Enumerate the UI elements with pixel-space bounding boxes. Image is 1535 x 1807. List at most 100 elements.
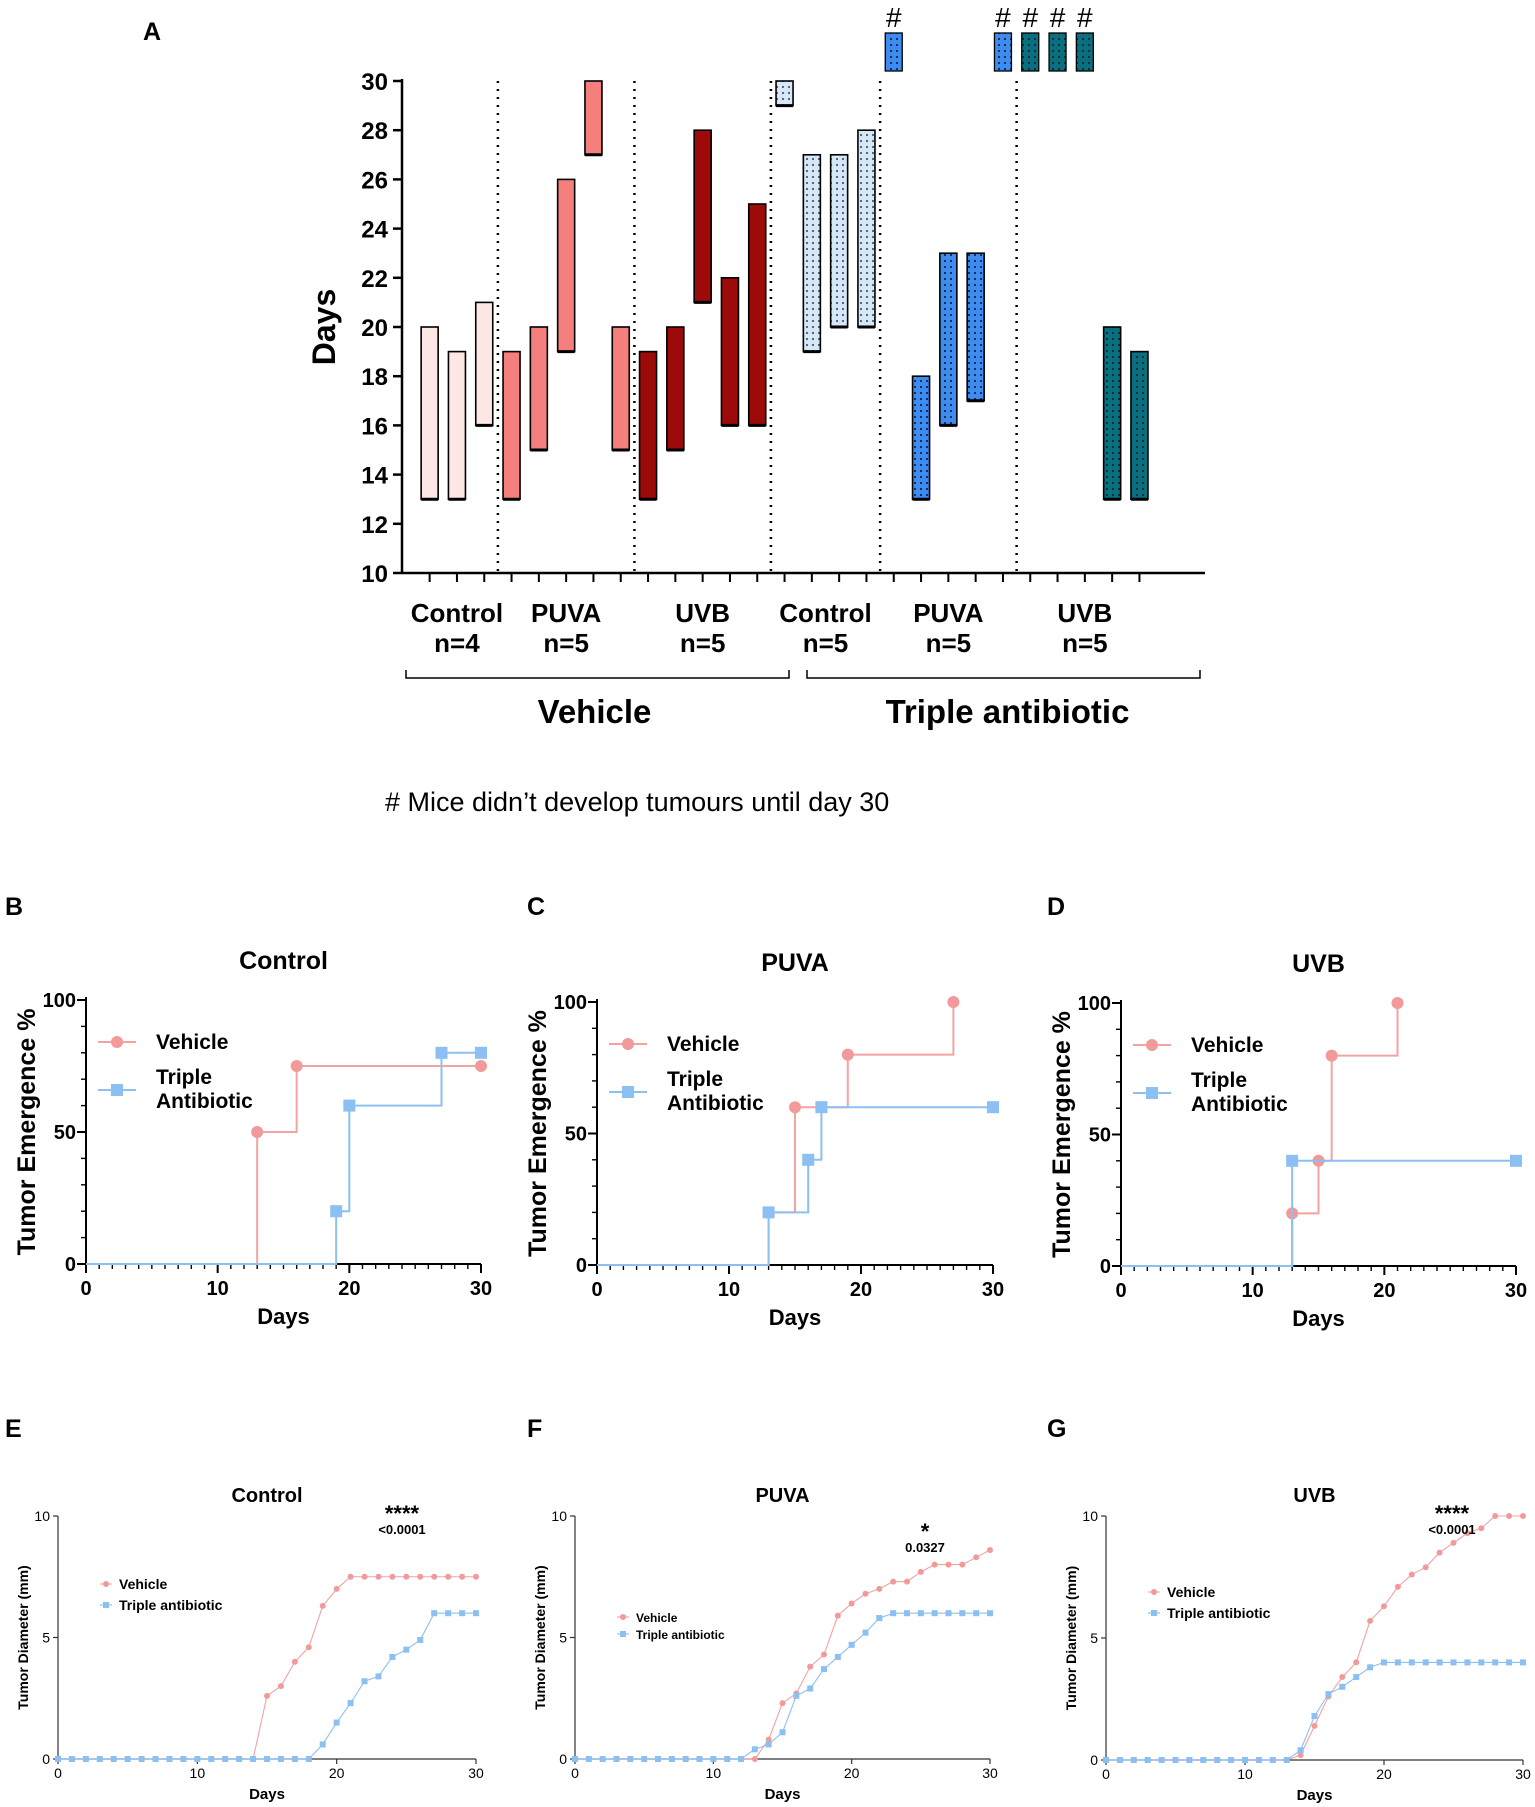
group-n-label: n=4 bbox=[434, 628, 480, 658]
data-point-vehicle bbox=[291, 1658, 298, 1665]
data-point-vehicle bbox=[251, 1126, 264, 1138]
no-tumour-marker: # bbox=[886, 2, 902, 33]
y-tick-label: 0 bbox=[1090, 1752, 1098, 1768]
no-tumour-bar bbox=[993, 32, 1013, 72]
x-tick-label: 20 bbox=[850, 1279, 872, 1301]
x-tick-label: 0 bbox=[54, 1765, 62, 1781]
legend-label-antibiotic: Triple antibiotic bbox=[1167, 1605, 1271, 1621]
x-tick-label: 30 bbox=[470, 1278, 492, 1300]
legend-label-antibiotic-line1: Triple bbox=[156, 1066, 212, 1089]
data-point-antibiotic bbox=[1450, 1659, 1457, 1666]
data-point-vehicle bbox=[834, 1612, 841, 1619]
data-point-antibiotic bbox=[152, 1756, 159, 1762]
data-point-vehicle bbox=[277, 1683, 284, 1690]
data-point-vehicle bbox=[841, 1048, 854, 1061]
data-point-vehicle bbox=[264, 1692, 270, 1699]
data-point-vehicle bbox=[347, 1573, 354, 1580]
data-point-vehicle bbox=[431, 1573, 438, 1580]
data-point-vehicle bbox=[459, 1573, 466, 1580]
data-point-antibiotic bbox=[1214, 1757, 1221, 1763]
x-axis-title: Days bbox=[769, 1305, 822, 1330]
data-point-antibiotic bbox=[1286, 1154, 1299, 1167]
data-point-vehicle bbox=[751, 1756, 758, 1762]
data-point-antibiotic bbox=[1510, 1154, 1522, 1167]
panel-letter-f: F bbox=[527, 1415, 542, 1443]
x-tick-label: 20 bbox=[329, 1765, 345, 1781]
legend-marker-antibiotic bbox=[1151, 1610, 1157, 1616]
panel-f-diameter-chart: PUVA 0 10 20 30 0 5 10 Days Tumor Diameter (mm) Ve… bbox=[532, 1485, 998, 1803]
no-tumour-bar bbox=[1075, 32, 1094, 72]
data-point-vehicle bbox=[1353, 1659, 1360, 1666]
legend-label-antibiotic-line2: Antibiotic bbox=[156, 1090, 253, 1113]
legend-label-vehicle: Vehicle bbox=[1167, 1584, 1215, 1600]
y-tick-label: 24 bbox=[361, 217, 388, 244]
data-point-antibiotic bbox=[1325, 1691, 1332, 1698]
x-tick-label: 30 bbox=[468, 1765, 484, 1781]
data-point-antibiotic bbox=[682, 1756, 689, 1762]
data-point-vehicle bbox=[475, 1060, 487, 1072]
data-point-antibiotic bbox=[305, 1756, 312, 1762]
data-point-antibiotic bbox=[572, 1756, 578, 1762]
data-point-antibiotic bbox=[762, 1206, 775, 1219]
data-point-antibiotic bbox=[1353, 1674, 1360, 1681]
range-bar bbox=[502, 350, 521, 501]
data-point-vehicle bbox=[779, 1700, 786, 1707]
x-axis-title: Days bbox=[1292, 1306, 1345, 1331]
legend-label-antibiotic-line1: Triple bbox=[1191, 1069, 1247, 1092]
group-label: Control bbox=[779, 598, 871, 628]
data-point-vehicle bbox=[987, 1547, 993, 1554]
series-line-antibiotic bbox=[1121, 1159, 1516, 1267]
data-point-antibiotic bbox=[55, 1756, 61, 1762]
x-tick-label: 10 bbox=[706, 1765, 722, 1781]
y-tick-label: 10 bbox=[551, 1508, 567, 1524]
series-line-antibiotic bbox=[1106, 1661, 1523, 1761]
legend-label-vehicle: Vehicle bbox=[119, 1576, 167, 1592]
legend-label-antibiotic: Triple antibiotic bbox=[119, 1597, 223, 1613]
range-bar bbox=[693, 129, 712, 304]
data-point-antibiotic bbox=[641, 1756, 648, 1762]
legend-marker-vehicle bbox=[622, 1038, 634, 1050]
y-axis-title: Tumor Diameter (mm) bbox=[15, 1565, 31, 1709]
range-bar bbox=[829, 154, 849, 328]
y-tick-label: 10 bbox=[361, 561, 388, 588]
y-tick-label: 0 bbox=[559, 1751, 567, 1767]
x-tick-label: 30 bbox=[982, 1765, 998, 1781]
data-point-antibiotic bbox=[751, 1746, 758, 1753]
x-tick-label: 0 bbox=[571, 1765, 579, 1781]
data-point-vehicle bbox=[1367, 1617, 1374, 1624]
no-tumour-bar bbox=[884, 32, 903, 72]
group-label: PUVA bbox=[531, 598, 602, 628]
y-tick-label: 0 bbox=[576, 1255, 587, 1277]
legend-marker-vehicle bbox=[620, 1614, 626, 1620]
data-point-vehicle bbox=[821, 1651, 827, 1658]
x-tick-label: 0 bbox=[591, 1279, 602, 1301]
range-bar bbox=[802, 154, 822, 353]
x-tick-label: 10 bbox=[190, 1765, 206, 1781]
data-point-vehicle bbox=[1339, 1674, 1346, 1681]
data-point-antibiotic bbox=[1436, 1659, 1443, 1666]
data-point-antibiotic bbox=[904, 1610, 910, 1617]
y-tick-label: 0 bbox=[65, 1254, 76, 1276]
chart-title: Control bbox=[231, 1485, 302, 1507]
y-axis-title: Tumor Diameter (mm) bbox=[1063, 1566, 1079, 1710]
group-n-label: n=5 bbox=[1062, 628, 1108, 658]
footnote: # Mice didn’t develop tumours until day … bbox=[385, 787, 889, 817]
series-line-antibiotic bbox=[597, 1106, 993, 1266]
data-point-antibiotic bbox=[343, 1099, 356, 1112]
data-point-vehicle bbox=[319, 1602, 326, 1609]
data-point-antibiotic bbox=[82, 1756, 89, 1762]
data-point-antibiotic bbox=[1200, 1757, 1207, 1763]
data-point-antibiotic bbox=[959, 1610, 966, 1617]
legend-label-antibiotic-line1: Triple bbox=[667, 1068, 723, 1091]
data-point-antibiotic bbox=[1269, 1757, 1276, 1763]
data-point-vehicle bbox=[1381, 1603, 1387, 1610]
data-point-antibiotic bbox=[1186, 1757, 1193, 1763]
data-point-vehicle bbox=[1391, 997, 1404, 1009]
data-point-antibiotic bbox=[1339, 1683, 1346, 1690]
data-point-antibiotic bbox=[403, 1646, 410, 1653]
data-point-antibiotic bbox=[389, 1653, 396, 1660]
group-label: UVB bbox=[675, 598, 730, 628]
range-bar bbox=[966, 252, 985, 402]
data-point-antibiotic bbox=[848, 1641, 855, 1648]
